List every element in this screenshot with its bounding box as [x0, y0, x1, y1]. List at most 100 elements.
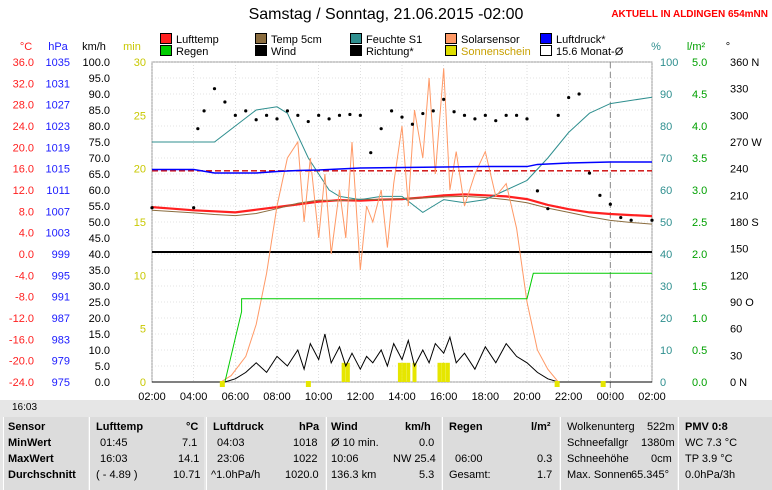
row-time: ^1.0hPa/h [211, 469, 261, 481]
sun-marker-sunrise [219, 381, 225, 387]
direction-point [442, 97, 446, 101]
direction-point [296, 113, 300, 117]
direction-point [192, 206, 196, 210]
direction-point [556, 113, 560, 117]
temp-tick-label: 16.0 [13, 164, 34, 176]
row-label: MinWert [8, 437, 52, 449]
x-tick-label: 02:00 [638, 391, 666, 400]
humidity-tick-label: 60 [660, 185, 672, 197]
sun-marker-midnight_mark [600, 381, 606, 387]
direction-tick-label: 30 [730, 350, 742, 362]
direction-point [196, 127, 200, 131]
series-line-regen [152, 272, 652, 383]
wind-tick-label: 30.0 [89, 281, 110, 293]
chart-grid [151, 61, 653, 400]
rain-tick-label: 2.0 [692, 249, 707, 261]
legend-swatch [350, 45, 362, 56]
wind-tick-label: 25.0 [89, 297, 110, 309]
direction-tick-label: 330 [730, 84, 748, 96]
row-label: Max. Sonnen [567, 469, 632, 481]
legend-item-sonnenschein: Sonnenschein [445, 45, 531, 58]
legend-swatch [160, 33, 172, 44]
pressure-tick-label: 1003 [46, 228, 70, 240]
temp-tick-label: 12.0 [13, 185, 34, 197]
wind-tick-label: 0.0 [95, 377, 110, 389]
axis-unit-rain: l/m² [687, 41, 706, 53]
direction-point [587, 171, 592, 175]
direction-point [327, 117, 331, 121]
x-tick-label: 04:00 [180, 391, 208, 400]
direction-point [504, 113, 508, 117]
direction-point [619, 215, 623, 220]
pressure-tick-label: 1027 [46, 100, 70, 112]
pressure-tick-label: 1011 [46, 185, 70, 197]
temp-tick-label: 4.0 [19, 228, 34, 240]
direction-point [150, 206, 154, 210]
legend-item-temp5cm: Temp 5cm [255, 33, 322, 46]
rain-tick-label: 0.5 [692, 345, 707, 357]
row-value: 14.1 [178, 453, 200, 465]
rain-tick-label: 3.0 [692, 185, 707, 197]
panel-header: Lufttemp [96, 421, 144, 433]
rain-tick-label: 4.0 [692, 121, 707, 133]
direction-point [421, 111, 425, 116]
direction-point [348, 112, 352, 117]
sunshine-bar [402, 362, 407, 382]
min-tick-label: 5 [140, 324, 146, 336]
direction-point [264, 113, 269, 117]
row-value: 1022 [293, 453, 318, 465]
axis-unit-pressure: hPa [48, 41, 68, 53]
direction-tick-label: 270 W [730, 137, 762, 149]
humidity-tick-label: 10 [660, 345, 672, 357]
wind-tick-label: 15.0 [89, 329, 110, 341]
row-time: 136.3 km [331, 469, 377, 481]
wind-tick-label: 40.0 [89, 249, 110, 261]
direction-tick-label: 90 O [730, 297, 754, 309]
series-line-wind [152, 333, 652, 383]
wind-tick-label: 95.0 [89, 73, 110, 85]
direction-point [546, 207, 550, 211]
x-tick-label: 10:00 [305, 391, 333, 400]
series-line-luftdruck- [152, 161, 652, 174]
row-label: Wolkenunterg [567, 421, 635, 433]
humidity-tick-label: 50 [660, 217, 672, 229]
pressure-tick-label: 1015 [46, 164, 70, 176]
legend-swatch [255, 33, 267, 44]
direction-point [629, 218, 633, 222]
pressure-tick-label: 1007 [46, 206, 70, 218]
pressure-tick-label: 1035 [46, 57, 70, 69]
x-tick-label: 20:00 [513, 391, 541, 400]
row-time: Gesamt: [449, 469, 491, 481]
rain-tick-label: 4.5 [692, 89, 707, 101]
wind-tick-label: 70.0 [89, 153, 110, 165]
row-value: 1018 [293, 437, 318, 449]
direction-point [212, 87, 217, 91]
series-line-solarsensor [152, 68, 652, 383]
panel-header: Wind [331, 421, 358, 433]
direction-point [317, 113, 321, 117]
direction-point [514, 113, 519, 117]
sunshine-bars [341, 362, 450, 382]
row-value: NW 25.4 [393, 453, 436, 465]
temp-tick-label: 32.0 [13, 78, 34, 90]
row-value: 1.7 [537, 469, 553, 481]
panel-unit: l/m² [531, 421, 551, 433]
min-tick-label: 20 [134, 164, 146, 176]
stats-panel-sensor: Sensor MinWert MaxWert Durchschnitt [3, 417, 88, 490]
start-time: 16:03 [12, 402, 38, 413]
wind-tick-label: 75.0 [89, 137, 110, 149]
row-value: 5.3 [419, 469, 435, 481]
row-value: 65.345° [631, 469, 670, 481]
row-value: TP 3.9 °C [685, 453, 733, 465]
legend-item-richtung: Richtung* [350, 45, 414, 58]
legend-item-wind: Wind [255, 45, 296, 58]
wind-tick-label: 80.0 [89, 121, 110, 133]
direction-point [337, 113, 342, 117]
direction-point [494, 119, 498, 123]
row-label: MaxWert [8, 453, 54, 465]
chart-title: Samstag / Sonntag, 21.06.2015 -02:00 [248, 6, 524, 23]
direction-tick-label: 150 [730, 244, 748, 256]
direction-point [650, 218, 654, 222]
direction-point [525, 117, 529, 121]
temp-tick-label: 36.0 [13, 57, 34, 69]
